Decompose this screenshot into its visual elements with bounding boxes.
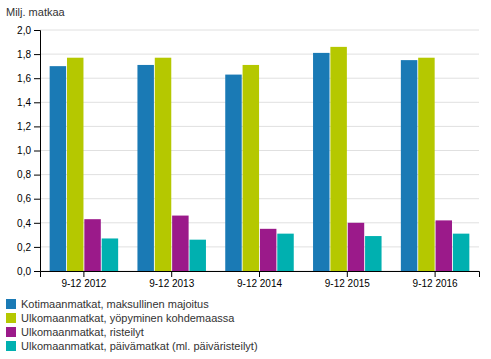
tick-mark <box>34 223 40 224</box>
tick-mark <box>34 151 40 152</box>
bar <box>436 220 452 271</box>
chart: 0,0 0,2 0,4 0,6 0,8 1,0 1,2 1,4 1,6 1,8 2,0 9-12 20… <box>0 0 491 359</box>
bar <box>102 238 118 271</box>
legend-label: Kotimaanmatkat, maksullinen majoitus <box>21 298 209 310</box>
tick-label: 1,0 <box>17 145 31 156</box>
bar-series <box>84 216 452 271</box>
bar <box>189 240 205 271</box>
tick-label: 2,0 <box>17 25 31 36</box>
legend-swatch <box>6 341 16 351</box>
legend-item: Ulkomaanmatkat, risteilyt <box>6 326 144 338</box>
bars <box>50 47 470 271</box>
tick-mark <box>347 271 348 277</box>
tick-mark <box>34 78 40 79</box>
legend-swatch <box>6 313 16 323</box>
tick-mark <box>34 271 40 272</box>
legend-swatch <box>6 299 16 309</box>
bar <box>225 75 241 271</box>
tick: 9-12 2015 <box>325 271 370 289</box>
tick-label: 9-12 2014 <box>237 278 282 289</box>
tick-label: 1,4 <box>17 97 31 108</box>
bar <box>365 236 381 271</box>
legend-label: Ulkomaanmatkat, päivämatkat (ml. päiväri… <box>21 340 258 352</box>
tick: 9-12 2014 <box>237 271 282 289</box>
tick-label: 0,6 <box>17 193 31 204</box>
tick-mark <box>34 175 40 176</box>
y-axis: 0,0 0,2 0,4 0,6 0,8 1,0 1,2 1,4 1,6 1,8 2,0 <box>17 25 40 277</box>
bar <box>243 65 259 271</box>
tick-label: 0,8 <box>17 169 31 180</box>
tick-label: 1,2 <box>17 121 31 132</box>
legend-item: Ulkomaanmatkat, päivämatkat (ml. päiväri… <box>6 340 258 352</box>
bar <box>418 58 434 271</box>
grid <box>40 30 479 271</box>
legend-item: Kotimaanmatkat, maksullinen majoitus <box>6 298 209 310</box>
legend-label: Ulkomaanmatkat, risteilyt <box>21 326 144 338</box>
legend-swatch <box>6 327 16 337</box>
bar <box>401 60 417 271</box>
tick: 0,6 <box>17 193 40 204</box>
bar <box>67 58 83 271</box>
tick-label: 9-12 2012 <box>61 278 106 289</box>
tick-label: 0,2 <box>17 242 31 253</box>
grid-line <box>40 30 479 31</box>
tick: 9-12 2016 <box>413 271 458 289</box>
bar <box>453 234 469 271</box>
tick-mark <box>34 247 40 248</box>
bar <box>137 65 153 271</box>
bar <box>277 234 293 271</box>
grid-line <box>40 54 479 55</box>
bar <box>172 216 188 271</box>
bar-series <box>67 47 435 271</box>
tick-mark <box>259 271 260 277</box>
tick: 1,8 <box>17 49 40 60</box>
tick-label: 9-12 2016 <box>413 278 458 289</box>
tick-label: 1,8 <box>17 49 31 60</box>
tick: 0,4 <box>17 218 40 229</box>
legend: Kotimaanmatkat, maksullinen majoitus Ulko… <box>6 298 258 352</box>
tick: 1,4 <box>17 97 40 108</box>
tick: 1,6 <box>17 73 40 84</box>
bar <box>348 223 364 271</box>
tick-label: 0,4 <box>17 218 31 229</box>
bar <box>260 229 276 271</box>
tick-mark <box>34 54 40 55</box>
tick-mark <box>34 199 40 200</box>
tick-mark <box>435 271 436 277</box>
y-label: Milj. matkaa <box>6 6 66 18</box>
tick: 9-12 2013 <box>149 271 194 289</box>
tick-mark <box>34 30 40 31</box>
tick-mark <box>83 271 84 277</box>
tick: 0,0 <box>17 266 40 277</box>
tick: 2,0 <box>17 25 40 36</box>
plot: 0,0 0,2 0,4 0,6 0,8 1,0 1,2 1,4 1,6 1,8 2,0 9-12 20… <box>17 25 479 289</box>
bar <box>155 58 171 271</box>
bar <box>84 219 100 271</box>
legend-label: Ulkomaanmatkat, yöpyminen kohdemaassa <box>21 312 235 324</box>
x-axis: 9-12 2012 9-12 2013 9-12 2014 9-12 2015 9-12… <box>41 271 480 289</box>
tick-mark <box>34 126 40 127</box>
tick-label: 1,6 <box>17 73 31 84</box>
bar <box>313 53 329 271</box>
tick-mark <box>171 271 172 277</box>
tick-label: 9-12 2015 <box>325 278 370 289</box>
tick: 1,2 <box>17 121 40 132</box>
bar <box>50 66 66 271</box>
tick: 0,2 <box>17 242 40 253</box>
tick: 0,8 <box>17 169 40 180</box>
tick: 9-12 2012 <box>61 271 106 289</box>
axis-line <box>34 31 41 272</box>
tick-label: 9-12 2013 <box>149 278 194 289</box>
legend-item: Ulkomaanmatkat, yöpyminen kohdemaassa <box>6 312 235 324</box>
axis-line <box>41 272 480 278</box>
bar-series <box>102 234 470 271</box>
bar-series <box>50 53 418 271</box>
tick-mark <box>34 102 40 103</box>
tick: 1,0 <box>17 145 40 156</box>
bar <box>330 47 346 271</box>
tick-label: 0,0 <box>17 266 31 277</box>
